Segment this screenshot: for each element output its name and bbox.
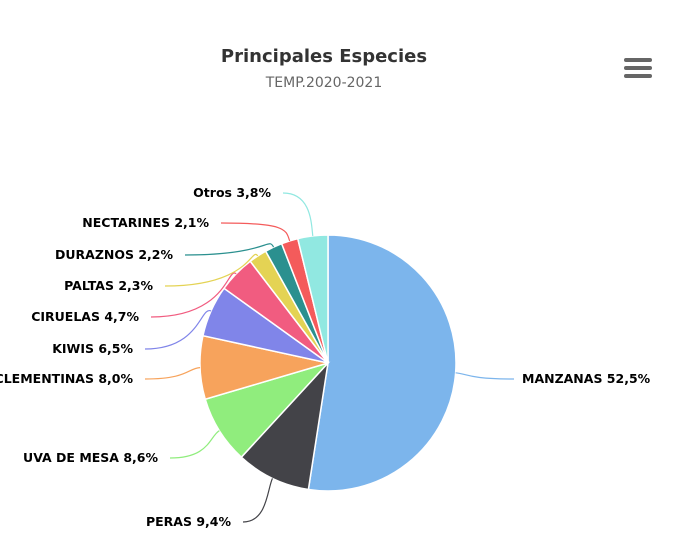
connector-line [164,253,259,287]
data-label: MANZANAS 52,5% [522,371,651,386]
connector-line [169,430,220,459]
pie-slice-manzanas[interactable] [307,234,457,492]
chart-subtitle: TEMP.2020-2021 [265,75,383,91]
menu-bar [624,74,652,78]
pie-slice-otros[interactable] [296,234,329,364]
data-label: CIRUELAS 4,7% [31,309,139,324]
data-label: PERAS 9,4% [146,514,231,529]
data-labels: MANZANAS 52,5% PERAS 9,4% UVA DE MESA 8,6%… [0,185,651,529]
connector-line [184,243,275,256]
label-connectors [144,192,515,523]
data-label: DURAZNOS 2,2% [55,247,173,262]
data-label: NECTARINES 2,1% [82,215,209,230]
hamburger-menu-icon[interactable] [624,58,652,80]
menu-bar [624,66,652,70]
data-label: UVA DE MESA 8,6% [23,450,158,465]
chart-title: Principales Especies [220,46,428,67]
data-label: KIWIS 6,5% [52,341,133,356]
connector-line [144,367,201,380]
connector-line [282,192,314,236]
connector-line [242,478,274,523]
connector-line [144,310,212,350]
connector-line [455,372,515,380]
connector-line [150,272,237,318]
data-label: PALTAS 2,3% [64,278,153,293]
connector-line [220,222,291,242]
pie-slice-peras[interactable] [240,360,330,491]
data-label: Otros 3,8% [193,185,271,200]
menu-bar [624,58,652,62]
pie-slices [199,234,457,492]
data-label: CLEMENTINAS 8,0% [0,371,133,386]
